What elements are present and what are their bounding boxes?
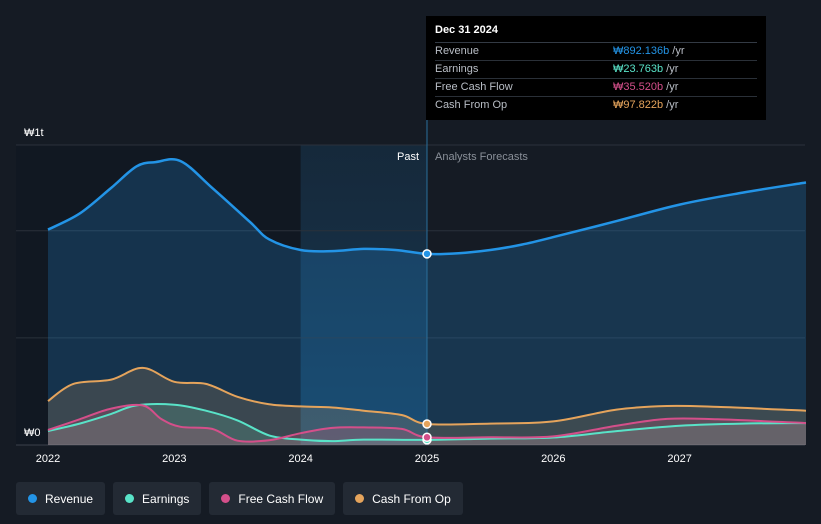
x-tick-label: 2026 xyxy=(541,453,565,465)
tooltip-row: Free Cash Flow ₩35.520b /yr xyxy=(435,79,757,97)
free-cash-flow-dot-icon xyxy=(221,494,231,503)
grid-lines xyxy=(16,144,805,446)
tooltip-date: Dec 31 2024 xyxy=(435,24,757,43)
tooltip-label-revenue: Revenue xyxy=(435,45,480,57)
revenue-marker xyxy=(422,249,432,259)
revenue-dot-icon xyxy=(28,494,37,503)
tooltip-row: Earnings ₩23.763b /yr xyxy=(435,61,757,79)
tooltip-row: Cash From Op ₩97.822b /yr xyxy=(435,97,757,114)
series-markers xyxy=(422,249,432,445)
tooltip-value-earnings: ₩23.763b xyxy=(613,63,664,75)
legend-label: Free Cash Flow xyxy=(238,491,324,506)
legend-item-free-cash-flow[interactable]: Free Cash Flow xyxy=(209,482,336,515)
x-axis-ticks: 2022 2023 2024 2025 2026 2027 xyxy=(36,453,692,465)
legend-label: Cash From Op xyxy=(372,491,451,506)
tooltip-unit: /yr xyxy=(666,81,679,93)
legend-item-cash-from-op[interactable]: Cash From Op xyxy=(343,482,463,515)
x-tick-label: 2023 xyxy=(162,453,186,465)
chart-area: ₩1t ₩0 Past Analysts Forecasts 2022 2023 2… xyxy=(16,120,807,465)
tooltip-value-revenue: ₩892.136b xyxy=(613,45,670,57)
series-lines xyxy=(47,158,807,443)
tooltip: Dec 31 2024 Revenue ₩892.136b /yr Earnin… xyxy=(426,16,766,120)
tooltip-label-cfo: Cash From Op xyxy=(435,99,508,111)
y-label-bottom: ₩0 xyxy=(24,427,41,439)
legend-item-earnings[interactable]: Earnings xyxy=(113,482,202,515)
legend-label: Revenue xyxy=(45,491,94,506)
x-tick-label: 2024 xyxy=(288,453,312,465)
tooltip-row: Revenue ₩892.136b /yr xyxy=(435,43,757,61)
cash-from-op-marker xyxy=(422,419,432,429)
tooltip-value-fcf: ₩35.520b xyxy=(613,81,664,93)
tooltip-unit: /yr xyxy=(672,45,685,57)
x-tick-label: 2025 xyxy=(415,453,439,465)
tooltip-label-earnings: Earnings xyxy=(435,63,479,75)
tooltip-label-fcf: Free Cash Flow xyxy=(435,81,513,93)
legend-label: Earnings xyxy=(142,491,190,506)
earnings-area xyxy=(48,404,806,445)
x-tick-label: 2022 xyxy=(36,453,60,465)
free-cash-flow-area xyxy=(48,404,806,445)
legend-item-revenue[interactable]: Revenue xyxy=(16,482,106,515)
tooltip-value-cfo: ₩97.822b xyxy=(613,99,664,111)
revenue-line xyxy=(47,158,807,256)
tooltip-unit: /yr xyxy=(666,99,679,111)
tooltip-unit: /yr xyxy=(666,63,679,75)
free-cash-flow-line xyxy=(47,403,807,443)
x-tick-label: 2027 xyxy=(667,453,691,465)
legend: Revenue Earnings Free Cash Flow Cash Fro… xyxy=(16,482,463,515)
cash-from-op-dot-icon xyxy=(355,494,365,503)
forecast-label: Analysts Forecasts xyxy=(435,151,528,163)
earnings-dot-icon xyxy=(125,494,135,503)
y-label-top: ₩1t xyxy=(24,127,44,139)
highlight-band xyxy=(300,145,427,445)
cash-from-op-line xyxy=(47,366,807,426)
past-label: Past xyxy=(397,151,419,163)
free-cash-flow-marker xyxy=(422,432,432,443)
